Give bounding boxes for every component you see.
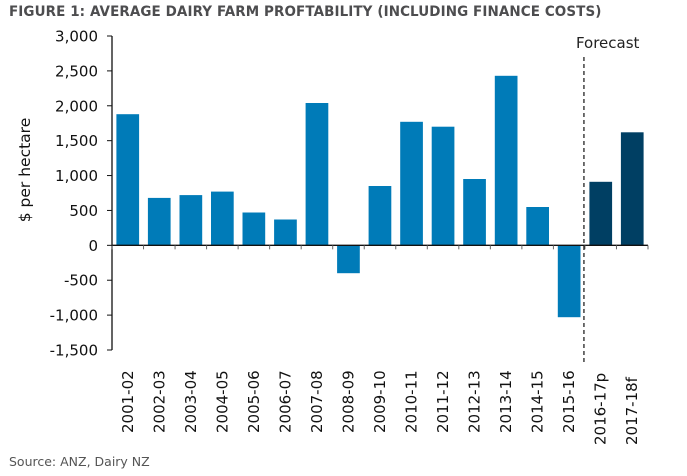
source-note: Source: ANZ, Dairy NZ (9, 454, 150, 469)
x-tick-label: 2012-13 (466, 370, 484, 433)
bar-2010-11 (400, 121, 423, 246)
x-tick-label: 2009-10 (371, 370, 389, 433)
y-tick-label: -500 (64, 272, 98, 290)
x-tick-label: 2002-03 (150, 370, 168, 433)
x-tick-label: 2006-07 (276, 370, 294, 433)
bar-2005-06 (242, 212, 266, 246)
y-tick-label: 0 (88, 237, 98, 255)
bar-2004-05 (211, 191, 234, 246)
x-tick-label: 2007-08 (308, 370, 326, 433)
x-tick-label: 2014-15 (529, 370, 547, 433)
x-tick-label: 2010-11 (403, 370, 421, 433)
bar-2011-12 (431, 126, 455, 246)
bar-2007-08 (305, 103, 329, 246)
y-tick-label: 500 (69, 202, 98, 220)
bar-2006-07 (274, 219, 297, 246)
bar-2009-10 (368, 186, 392, 246)
x-labels-group: 2001-02 2002-03 2003-04 2004-05 2005-06 2006-… (119, 370, 641, 445)
bar-2003-04 (179, 195, 203, 246)
x-tick-label: 2016-17p (592, 373, 610, 445)
x-tick-label: 2015-16 (560, 370, 578, 433)
bar-2015-16 (557, 245, 581, 318)
y-tick-label: 2,500 (55, 62, 98, 80)
y-tick-label: -1,500 (50, 342, 98, 360)
y-tick-label: 1,500 (55, 132, 98, 150)
x-tick-label: 2003-04 (182, 370, 200, 433)
x-tick-label: 2011-12 (434, 370, 452, 433)
x-tick-label: 2013-14 (497, 370, 515, 433)
y-ticks-group: 3,000 2,500 2,000 1,500 1,000 500 0 -500 -1,000 -… (50, 28, 112, 360)
bar-2001-02 (116, 114, 140, 246)
forecast-annotation: Forecast (576, 34, 640, 52)
bar-2012-13 (463, 179, 486, 246)
y-tick-label: -1,000 (50, 307, 98, 325)
bar-2016-17p (589, 181, 613, 246)
bar-2002-03 (147, 197, 171, 246)
axes-group (111, 36, 649, 350)
chart-title: FIGURE 1: AVERAGE DAIRY FARM PROFTABILIT… (9, 4, 602, 20)
x-tick-label: 2001-02 (119, 370, 137, 433)
bars-group (116, 75, 644, 318)
y-axis-label: $ per hectare (16, 118, 34, 223)
bar-2017-18f (620, 132, 644, 246)
bar-2013-14 (494, 75, 518, 246)
bar-2014-15 (526, 207, 549, 246)
x-tick-label: 2017-18f (623, 376, 641, 445)
x-tick-label: 2004-05 (213, 370, 231, 433)
x-tick-label: 2008-09 (340, 370, 358, 433)
y-tick-label: 3,000 (55, 28, 98, 46)
bar-2008-09 (337, 245, 360, 274)
y-tick-label: 2,000 (55, 97, 98, 115)
x-tick-label: 2005-06 (245, 370, 263, 433)
y-tick-label: 1,000 (55, 167, 98, 185)
